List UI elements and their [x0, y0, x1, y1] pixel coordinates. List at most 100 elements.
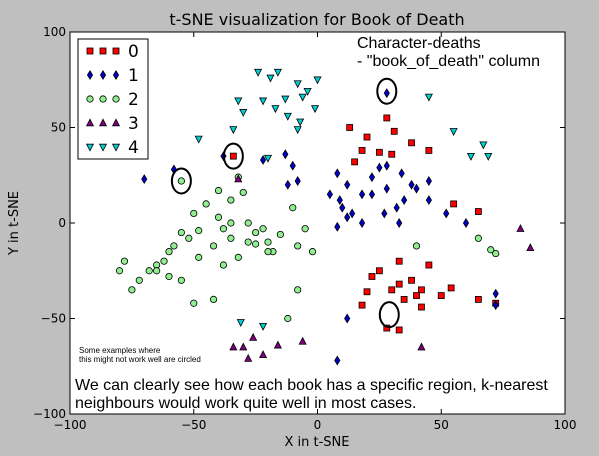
point-series-3: [298, 336, 307, 345]
point-series-1: [334, 168, 341, 179]
series-4: [194, 68, 493, 331]
series-3: [229, 174, 535, 362]
point-series-4: [303, 88, 312, 96]
point-series-2: [165, 248, 173, 256]
point-series-2: [412, 242, 421, 250]
point-series-0: [363, 288, 371, 296]
point-series-1: [282, 149, 289, 160]
point-series-0: [358, 301, 366, 309]
legend-marker: [111, 143, 121, 152]
point-series-1: [336, 195, 343, 206]
point-series-2: [170, 242, 178, 250]
point-series-3: [273, 340, 282, 349]
point-series-2: [244, 219, 252, 227]
point-series-4: [298, 93, 307, 102]
legend-label: 4: [128, 138, 139, 158]
point-series-4: [263, 154, 273, 163]
series-2: [115, 173, 500, 323]
point-series-2: [308, 248, 317, 256]
point-series-2: [252, 228, 260, 237]
point-series-4: [466, 152, 476, 161]
legend-marker: [86, 95, 94, 103]
point-series-1: [349, 208, 356, 219]
point-series-0: [368, 273, 376, 280]
point-series-1: [443, 208, 450, 219]
point-series-0: [395, 257, 403, 265]
point-series-2: [190, 209, 198, 218]
point-series-2: [214, 186, 223, 195]
series-1: [141, 88, 499, 366]
point-series-4: [293, 80, 302, 89]
annotation-line: We can clearly see how each book has a s…: [75, 377, 548, 394]
point-series-0: [395, 280, 403, 288]
legend-label: 0: [128, 42, 139, 62]
legend-label: 1: [128, 66, 139, 86]
legend-label: 3: [128, 114, 139, 134]
point-series-2: [185, 234, 193, 242]
y-tick-label: 0: [58, 216, 66, 230]
point-series-2: [115, 267, 124, 275]
plot-area: [69, 31, 566, 415]
point-series-2: [244, 238, 252, 246]
annotation-line: neighbours would work quite well in most…: [75, 395, 417, 412]
highlight-circle: [378, 301, 400, 329]
annotation-line: Character-deaths: [357, 35, 481, 52]
highlight-circles: [170, 77, 400, 329]
point-series-2: [209, 295, 218, 303]
point-series-0: [395, 326, 403, 334]
legend-marker: [112, 95, 120, 103]
point-series-1: [376, 162, 383, 173]
highlight-circle: [170, 167, 192, 195]
point-series-4: [273, 68, 282, 77]
point-series-0: [229, 152, 237, 160]
legend-entry-4: 4: [85, 138, 139, 158]
point-series-1: [344, 212, 351, 223]
point-series-3: [417, 342, 426, 351]
point-series-4: [313, 76, 322, 85]
point-series-1: [383, 88, 390, 99]
legend-marker: [85, 143, 95, 152]
point-series-1: [492, 300, 499, 311]
point-series-1: [383, 160, 390, 171]
point-series-3: [229, 342, 238, 351]
point-series-2: [252, 240, 260, 248]
legend-marker: [98, 143, 108, 152]
point-series-1: [368, 189, 376, 200]
point-series-3: [258, 350, 268, 358]
point-series-3: [234, 174, 243, 183]
point-series-2: [227, 219, 235, 227]
legend: 0 1 2 3 4: [77, 38, 149, 160]
point-series-3: [249, 332, 258, 341]
point-series-2: [209, 242, 218, 250]
point-series-1: [462, 218, 470, 228]
point-series-1: [393, 202, 400, 213]
point-series-1: [344, 179, 351, 190]
y-tick-label: −100: [33, 407, 66, 421]
legend-entry-2: 2: [86, 90, 139, 110]
point-series-2: [284, 314, 292, 323]
point-series-2: [190, 299, 198, 307]
legend-entry-0: 0: [86, 42, 139, 62]
point-series-1: [259, 155, 267, 165]
point-series-2: [289, 204, 297, 212]
point-series-4: [236, 319, 245, 327]
point-series-4: [194, 135, 203, 144]
point-series-0: [383, 114, 391, 122]
point-series-2: [492, 249, 500, 258]
legend-entry-1: 1: [86, 66, 139, 86]
legend-entry-3: 3: [85, 114, 139, 134]
point-series-3: [244, 353, 253, 362]
x-tick-label: 0: [314, 418, 322, 432]
point-series-4: [449, 128, 458, 136]
highlight-circle: [376, 77, 398, 105]
annotation-conclusion: We can clearly see how each book has a s…: [75, 377, 548, 412]
point-series-4: [296, 118, 305, 127]
point-series-1: [344, 313, 351, 324]
point-series-2: [239, 188, 247, 197]
point-series-1: [339, 202, 346, 213]
point-series-2: [145, 267, 153, 275]
point-series-1: [358, 218, 366, 228]
point-series-4: [283, 112, 292, 121]
point-series-2: [219, 261, 228, 269]
point-series-1: [334, 355, 341, 366]
